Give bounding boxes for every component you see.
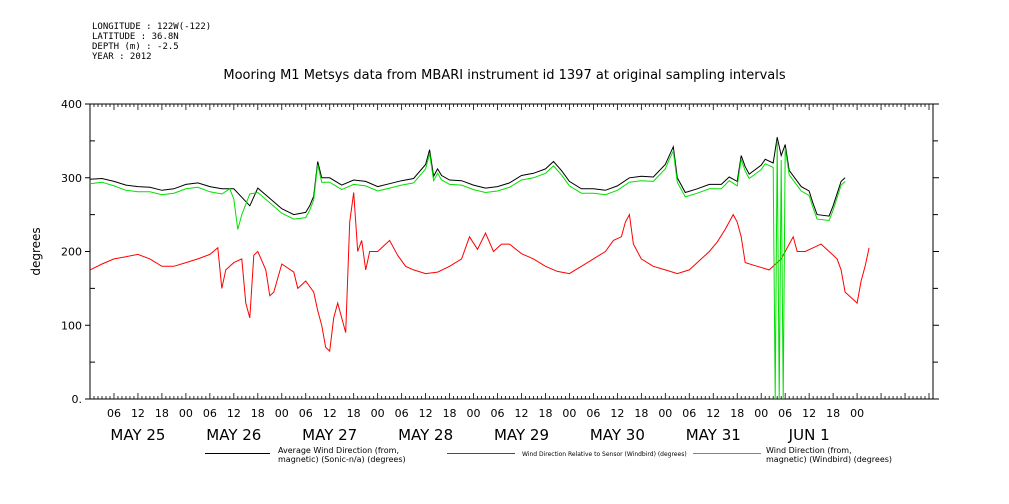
year-line: YEAR : 2012	[92, 52, 152, 62]
x-tick-label: 00	[850, 407, 864, 420]
x-tick-label: 18	[155, 407, 169, 420]
x-tick-label: 18	[634, 407, 648, 420]
x-tick-label: 12	[706, 407, 720, 420]
x-tick-label: 12	[323, 407, 337, 420]
series-line-1	[89, 137, 846, 217]
x-day-label: MAY 30	[590, 426, 645, 444]
y-tick-label: 300	[61, 172, 82, 185]
x-day-label: MAY 31	[686, 426, 741, 444]
y-tick-label: 200	[61, 246, 82, 259]
series-line-3	[89, 140, 846, 400]
x-tick-label: 06	[491, 407, 505, 420]
x-tick-label: 12	[514, 407, 528, 420]
x-tick-label: 06	[682, 407, 696, 420]
longitude-line: LONGITUDE : 122W(-122)	[92, 22, 212, 32]
metadata-header: LONGITUDE : 122W(-122) LATITUDE : 36.8N …	[92, 22, 211, 62]
x-tick-label: 00	[658, 407, 672, 420]
plot-frame	[89, 103, 934, 400]
series-line-2	[89, 192, 870, 353]
x-day-label: MAY 29	[494, 426, 549, 444]
x-tick-label: 06	[778, 407, 792, 420]
x-tick-label: 18	[347, 407, 361, 420]
x-day-label: MAY 28	[398, 426, 453, 444]
x-tick-label: 00	[371, 407, 385, 420]
x-day-label: MAY 25	[110, 426, 165, 444]
chart-title: Mooring M1 Metsys data from MBARI instru…	[223, 68, 786, 83]
x-tick-label: 06	[395, 407, 409, 420]
x-tick-label: 00	[562, 407, 576, 420]
x-tick-label: 00	[754, 407, 768, 420]
x-day-label: MAY 26	[206, 426, 261, 444]
y-tick-label: 100	[61, 319, 82, 332]
x-tick-label: 18	[251, 407, 265, 420]
x-tick-label: 06	[586, 407, 600, 420]
x-tick-label: 12	[227, 407, 241, 420]
x-tick-label: 00	[179, 407, 193, 420]
x-tick-label: 18	[538, 407, 552, 420]
x-tick-label: 06	[203, 407, 217, 420]
y-tick-label: 400	[61, 98, 82, 111]
x-tick-label: 12	[419, 407, 433, 420]
x-tick-label: 06	[107, 407, 121, 420]
x-tick-label: 12	[802, 407, 816, 420]
latitude-line: LATITUDE : 36.8N	[92, 32, 179, 42]
y-tick-label: 0.	[72, 393, 83, 406]
x-tick-label: 12	[610, 407, 624, 420]
x-tick-label: 18	[826, 407, 840, 420]
x-day-label: MAY 27	[302, 426, 357, 444]
x-tick-label: 18	[730, 407, 744, 420]
depth-line: DEPTH (m) : -2.5	[92, 42, 179, 52]
x-tick-label: 00	[275, 407, 289, 420]
x-tick-label: 12	[131, 407, 145, 420]
x-tick-label: 06	[299, 407, 313, 420]
x-day-label: JUN 1	[788, 426, 830, 444]
x-tick-label: 00	[467, 407, 481, 420]
y-axis-label: degrees	[29, 227, 43, 275]
x-tick-label: 18	[443, 407, 457, 420]
